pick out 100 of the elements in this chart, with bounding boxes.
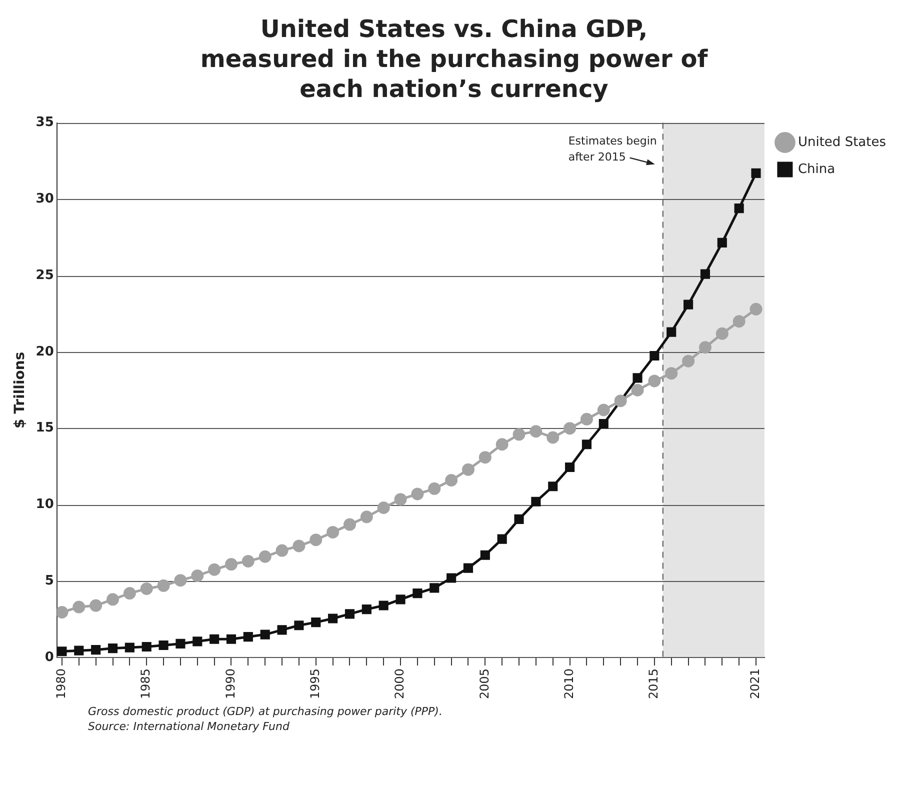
point (514, 514, 524, 524)
y-tick-label: 30 (36, 192, 54, 207)
x-tick-label: 2010 (562, 668, 576, 700)
point (564, 422, 576, 435)
point (565, 462, 575, 472)
point (512, 428, 526, 441)
point (328, 614, 338, 624)
point (412, 588, 422, 598)
point (108, 644, 118, 654)
point (716, 327, 728, 340)
point (176, 638, 186, 648)
y-axis-title: $ Trillions (12, 352, 28, 428)
point (480, 550, 490, 560)
point (326, 526, 340, 538)
point (396, 594, 406, 604)
x-tick-label: 2005 (477, 668, 492, 700)
point (598, 418, 608, 429)
point (394, 493, 407, 506)
point (158, 640, 168, 650)
point (377, 502, 390, 514)
point (734, 204, 744, 214)
point (72, 600, 86, 614)
point (90, 599, 102, 612)
point (462, 463, 474, 476)
y-tick-label: 25 (36, 268, 54, 283)
y-tick-label: 15 (36, 420, 54, 436)
point (614, 394, 627, 408)
point (446, 573, 456, 583)
point (546, 431, 560, 444)
point (666, 327, 676, 337)
point (310, 534, 322, 546)
point (243, 632, 253, 642)
ref-line-label: Estimates begin after 2015 (568, 134, 657, 164)
point (208, 563, 221, 576)
point (224, 558, 238, 571)
point (751, 168, 761, 178)
point (582, 440, 592, 450)
x-tick-label: 2015 (646, 668, 661, 700)
point (580, 412, 593, 426)
point (210, 634, 220, 644)
legend-label: China (798, 162, 836, 177)
point (362, 604, 372, 614)
point (124, 642, 134, 652)
point (665, 367, 678, 380)
point (123, 587, 136, 600)
point (650, 350, 660, 361)
point (732, 315, 746, 328)
x-tick-label: 1990 (223, 668, 238, 700)
point (428, 482, 441, 495)
x-tick-label: 1980 (54, 668, 68, 700)
point (445, 474, 458, 487)
point (242, 554, 254, 568)
point (530, 425, 542, 438)
point (258, 550, 272, 563)
point (497, 534, 507, 544)
point (378, 600, 388, 610)
point (700, 269, 710, 279)
point (57, 646, 67, 656)
point (631, 384, 644, 396)
point (684, 300, 694, 310)
point (360, 510, 373, 524)
point (548, 482, 558, 492)
point (343, 518, 356, 531)
point (56, 606, 68, 618)
point (717, 238, 727, 248)
point (430, 583, 440, 593)
x-tick-label: 1995 (308, 668, 322, 700)
point (478, 451, 492, 464)
point (344, 609, 355, 619)
legend-label: United States (798, 134, 886, 150)
point (276, 544, 288, 557)
point (174, 574, 187, 587)
point (648, 374, 661, 388)
point (277, 625, 287, 635)
point (411, 488, 424, 500)
x-tick-label: 2000 (392, 668, 407, 700)
y-tick-label: 0 (44, 650, 54, 665)
y-tick-label: 10 (36, 497, 54, 512)
x-tick-label: 1985 (138, 668, 153, 700)
point (463, 563, 474, 573)
point (226, 634, 236, 644)
point (311, 618, 321, 628)
y-tick-label: 35 (36, 115, 54, 130)
chart-title: United States vs. China GDP, measured in the purchasing power of each nation’s currency (199, 14, 709, 104)
point (140, 582, 153, 595)
point (106, 593, 120, 606)
point (157, 579, 170, 592)
y-tick-label: 20 (36, 344, 54, 360)
point (597, 404, 610, 416)
point (260, 630, 270, 640)
point (698, 341, 712, 354)
point (750, 302, 762, 316)
point (682, 354, 695, 368)
text: Gross domestic product (GDP) at purchasing power parity (PPP). (88, 704, 444, 720)
x-tick-label: 2021 (748, 668, 762, 700)
point (192, 636, 202, 646)
point (531, 496, 541, 506)
point (91, 645, 101, 655)
point (294, 620, 304, 630)
point (496, 438, 508, 451)
